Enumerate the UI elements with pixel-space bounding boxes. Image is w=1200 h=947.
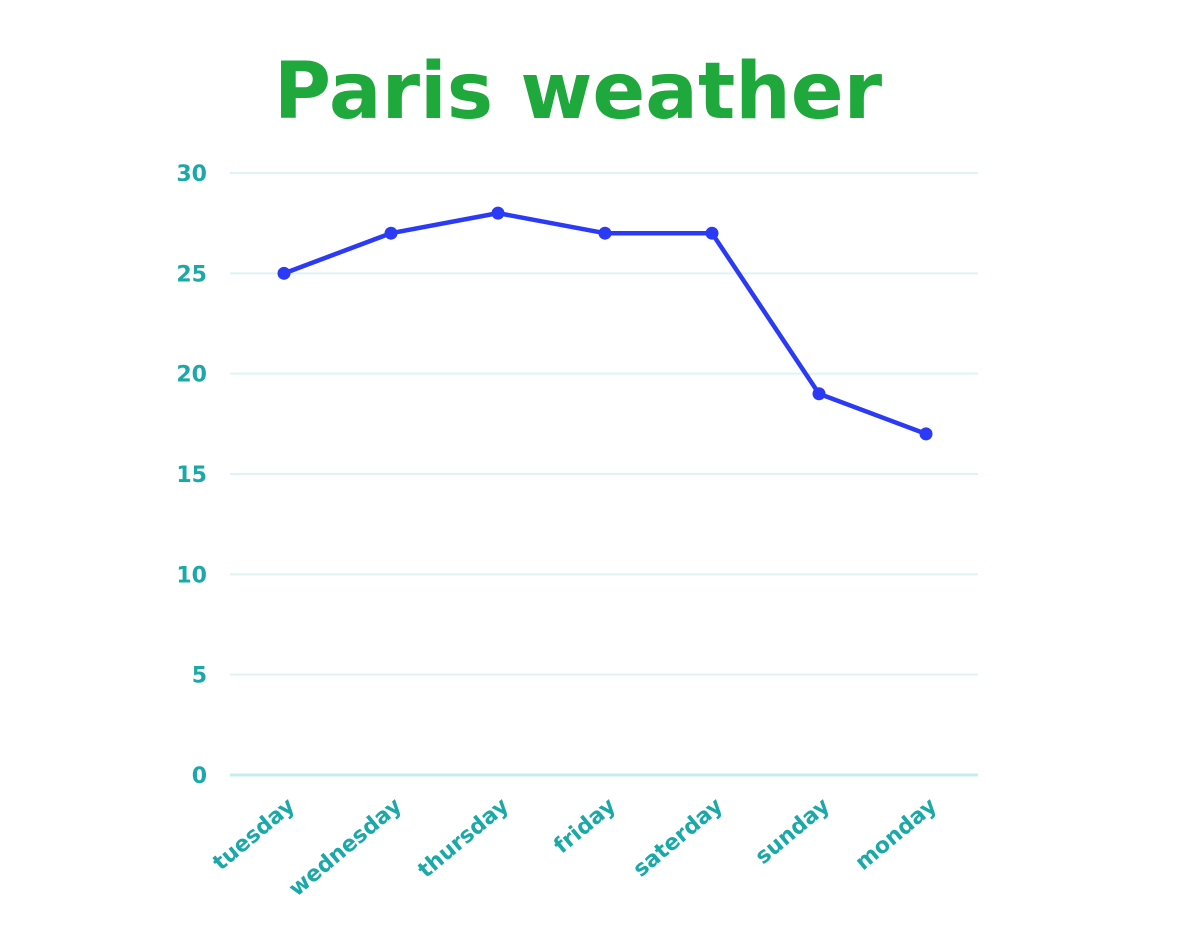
- data-point-thursday: [491, 206, 505, 220]
- y-tick-label: 15: [176, 463, 207, 488]
- series-line: [281, 210, 929, 437]
- chart-title: Paris weather: [274, 47, 883, 137]
- y-tick-label: 20: [176, 363, 207, 388]
- x-tick-label: tuesday: [208, 793, 299, 875]
- data-point-tuesday: [277, 266, 291, 280]
- x-tick-label: thursday: [413, 793, 513, 883]
- data-point-friday: [598, 226, 612, 240]
- y-tick-label: 30: [176, 162, 207, 187]
- y-axis-ticks: 0 5 10 15 20 25 30: [176, 162, 207, 789]
- x-tick-label: monday: [851, 793, 942, 875]
- data-point-monday: [919, 427, 933, 441]
- data-point-saterday: [705, 226, 719, 240]
- x-tick-label: sunday: [751, 793, 835, 869]
- x-tick-label: saterday: [629, 793, 728, 882]
- gridlines: [230, 172, 978, 777]
- x-tick-label: friday: [549, 793, 620, 859]
- y-tick-label: 10: [176, 563, 207, 588]
- data-point-sunday: [812, 387, 826, 401]
- series-layer: [277, 206, 933, 441]
- x-tick-label: wednesday: [284, 793, 407, 901]
- y-tick-label: 25: [176, 262, 207, 287]
- y-tick-label: 5: [192, 664, 207, 689]
- data-point-wednesday: [384, 226, 398, 240]
- y-tick-label: 0: [192, 764, 207, 789]
